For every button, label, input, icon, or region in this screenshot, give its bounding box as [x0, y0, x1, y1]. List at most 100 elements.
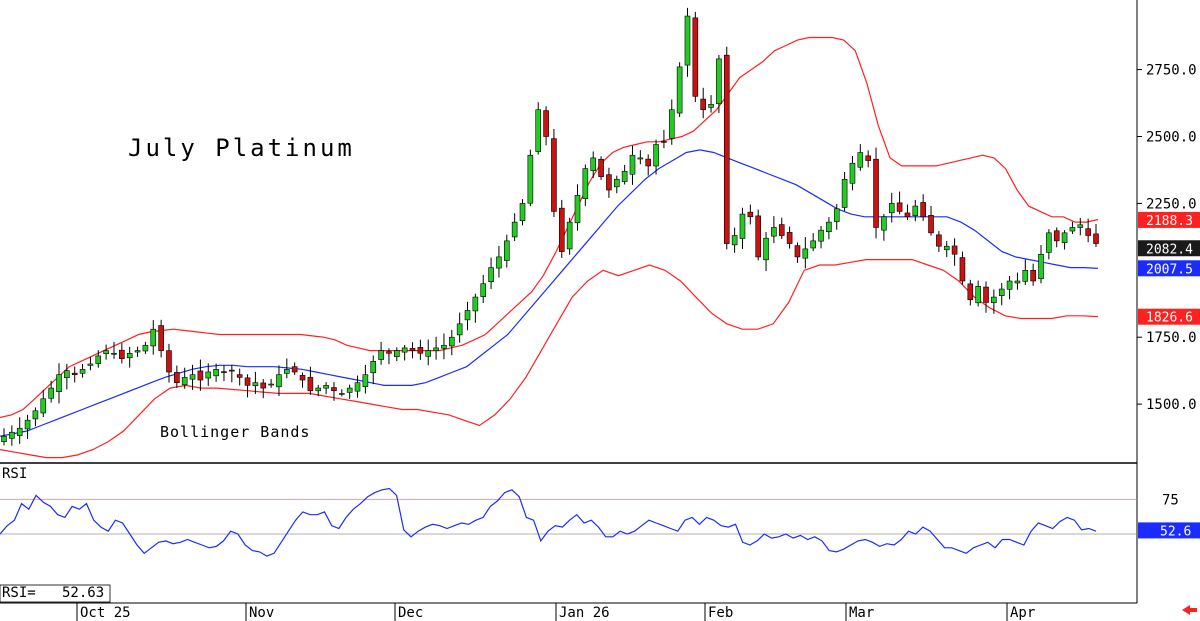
candle-body-up	[315, 387, 322, 392]
candle	[606, 167, 612, 198]
candle-body-up	[849, 162, 856, 184]
candle	[503, 234, 510, 268]
candle	[708, 95, 714, 113]
candle	[943, 241, 950, 258]
candle	[951, 238, 958, 266]
candle	[873, 147, 879, 239]
rsi-tag	[1138, 522, 1200, 539]
chart-title: July Platinum	[128, 134, 355, 162]
candle	[244, 374, 251, 398]
rsi-readout-value: 52.63	[62, 585, 104, 601]
candle	[103, 344, 109, 360]
candle-body-down	[236, 374, 243, 378]
candle	[111, 341, 117, 359]
candle	[983, 281, 989, 313]
candle-body-up	[480, 283, 487, 297]
candle-body-down	[661, 141, 667, 143]
candle-body-up	[441, 344, 447, 349]
candle-body-down	[700, 98, 706, 111]
rsi-tag-label: 52.6	[1160, 524, 1191, 539]
candle-body-up	[708, 104, 714, 108]
candle	[802, 237, 809, 269]
candle	[928, 206, 934, 236]
candle	[991, 289, 997, 314]
candle	[1, 428, 7, 446]
candle-body-up	[637, 157, 644, 160]
candle-body-up	[456, 323, 463, 336]
candle-body-up	[252, 382, 259, 387]
candle-body-up	[496, 256, 502, 269]
candle	[276, 365, 282, 397]
candle-body-down	[299, 375, 306, 381]
candle	[1069, 221, 1076, 234]
candle	[1006, 275, 1013, 300]
candle	[857, 144, 864, 171]
candle	[79, 364, 86, 378]
candle	[48, 380, 54, 403]
candle	[936, 231, 942, 252]
candle	[786, 226, 793, 249]
candle-body-up	[1046, 232, 1052, 253]
candle	[841, 172, 848, 212]
candle-body-up	[1, 435, 7, 442]
candle-body-up	[370, 361, 377, 374]
candle-body-up	[40, 398, 47, 414]
candle	[189, 364, 196, 390]
candle-body-up	[111, 352, 117, 355]
candle-body-down	[920, 202, 926, 218]
candle-body-down	[951, 245, 958, 255]
candle-body-up	[503, 240, 510, 261]
candle	[755, 209, 761, 261]
candle-body-down	[598, 158, 604, 177]
candle	[543, 106, 549, 146]
candle-body-up	[1014, 280, 1021, 284]
price-tag	[1138, 240, 1200, 257]
candle-body-down	[778, 224, 785, 236]
candle-body-up	[1061, 232, 1068, 243]
candle-body-down	[936, 234, 942, 247]
candle-body-down	[244, 377, 251, 386]
candle-body-up	[339, 393, 345, 395]
candle-body-up	[582, 168, 589, 200]
candle	[676, 62, 683, 117]
candle	[747, 204, 754, 225]
candle-body-up	[87, 363, 94, 366]
candle-body-up	[32, 410, 39, 420]
candle-body-up	[519, 203, 526, 222]
candle	[323, 382, 329, 395]
candle-body-down	[959, 257, 966, 282]
candle-body-up	[826, 221, 832, 232]
candle	[197, 359, 204, 391]
candle-body-up	[888, 203, 895, 214]
price-tick-label: 2250.0	[1146, 196, 1197, 212]
candle	[723, 46, 730, 250]
candle	[1093, 224, 1099, 248]
candle	[865, 150, 871, 168]
candle	[386, 348, 392, 365]
candle-body-down	[755, 215, 761, 258]
candle	[433, 336, 439, 360]
candle-body-up	[841, 179, 848, 208]
candle	[661, 129, 667, 149]
candle	[716, 54, 722, 114]
price-tag-label: 2188.3	[1146, 214, 1193, 229]
rsi-line	[0, 487, 1097, 557]
candle-body-down	[551, 138, 557, 212]
candle-body-up	[818, 229, 824, 242]
candle-body-up	[739, 213, 746, 239]
candle-body-down	[786, 232, 793, 244]
candle-body-down	[606, 174, 612, 191]
candle	[511, 213, 518, 242]
candle-body-up	[213, 369, 219, 377]
candle	[229, 364, 235, 383]
candle	[896, 191, 903, 215]
candle-body-up	[323, 385, 329, 389]
candle	[299, 372, 306, 388]
price-tick-label: 2500.0	[1146, 129, 1197, 145]
candle-body-up	[991, 296, 997, 304]
candle	[142, 341, 149, 355]
candle-body-up	[1069, 227, 1076, 232]
candle	[700, 87, 706, 119]
candle	[134, 346, 141, 357]
